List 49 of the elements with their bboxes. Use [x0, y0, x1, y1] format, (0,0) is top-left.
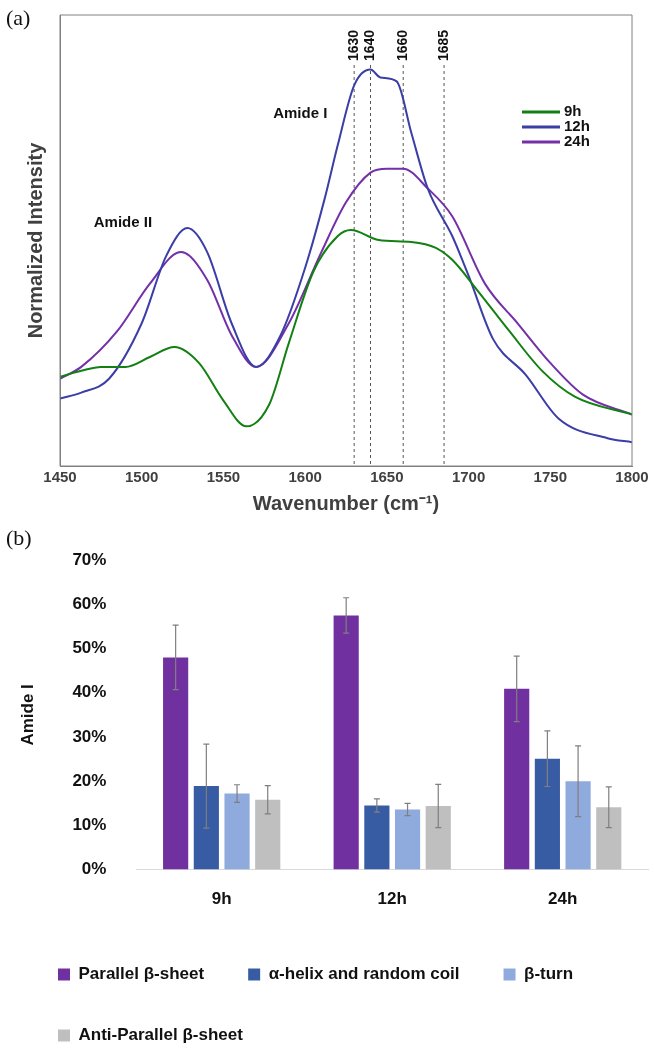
- x-tick-label: 1550: [206, 468, 241, 486]
- x-tick-label: 1500: [125, 468, 159, 486]
- bar: [534, 758, 560, 870]
- y-tick-label: 50%: [72, 638, 107, 658]
- bar: [333, 615, 359, 870]
- y-axis-title: Normalized Intensity: [23, 141, 46, 339]
- x-tick-label: 1650: [370, 468, 404, 486]
- y-tick-label: 40%: [72, 682, 107, 702]
- bar: [193, 786, 219, 870]
- annotation: Amide II: [93, 212, 153, 230]
- text: (b): [6, 524, 32, 550]
- legend-label: 9h: [564, 102, 582, 120]
- legend-label: Anti-Parallel β-sheet: [78, 1025, 244, 1045]
- ref-line-label: 1660: [394, 29, 411, 61]
- bar: [364, 805, 390, 870]
- bar: [504, 688, 530, 870]
- bar: [224, 793, 250, 870]
- x-tick-label: 1700: [451, 468, 486, 486]
- ref-line-label: 1685: [434, 29, 451, 61]
- y-tick-label: 20%: [72, 770, 107, 790]
- y-axis-title: Amide I: [17, 684, 37, 746]
- y-tick-label: 70%: [72, 549, 107, 569]
- ref-line-label: 1630: [345, 29, 362, 61]
- y-tick-label: 60%: [72, 594, 107, 614]
- annotation: Amide I: [273, 104, 328, 122]
- bar: [255, 799, 281, 870]
- legend-label: 12h: [564, 117, 590, 135]
- x-tick-label: 1750: [533, 468, 567, 486]
- bar: [163, 657, 189, 870]
- x-tick-label: 1600: [288, 468, 322, 486]
- bar: [425, 805, 451, 870]
- legend-label: α-helix and random coil: [268, 964, 460, 984]
- x-tick-label: 12h: [377, 889, 407, 909]
- x-axis-title: Wavenumber (cm⁻¹): [252, 491, 440, 514]
- legend-label: 24h: [564, 132, 590, 150]
- bar: [596, 807, 622, 870]
- bar: [394, 809, 421, 870]
- x-tick-label: 9h: [211, 889, 232, 909]
- y-tick-label: 10%: [72, 815, 107, 835]
- ref-line-label: 1640: [361, 29, 378, 61]
- x-tick-label: 24h: [548, 889, 578, 909]
- bar: [565, 781, 591, 870]
- legend-label: Parallel β-sheet: [78, 964, 205, 984]
- y-tick-label: 30%: [72, 726, 107, 746]
- text: (a): [6, 4, 31, 30]
- legend-label: β-turn: [524, 964, 574, 984]
- x-tick-label: 1450: [43, 468, 77, 486]
- x-tick-label: 1800: [615, 468, 649, 486]
- y-tick-label: 0%: [81, 859, 107, 879]
